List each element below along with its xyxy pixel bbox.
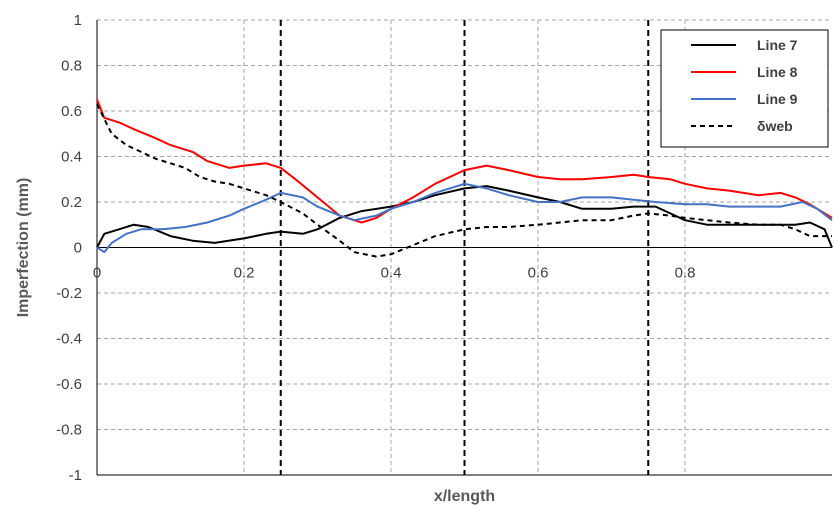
y-tick-label: 0.8 (61, 58, 82, 75)
y-axis-title: Imperfection (mm) (15, 178, 32, 318)
legend-label: Line 8 (757, 64, 798, 80)
y-tick-label: -0.4 (56, 331, 82, 348)
y-tick-label: 1 (74, 12, 82, 29)
series-line-2 (96, 99, 833, 224)
legend-box (660, 29, 829, 148)
y-tick-label: -0.8 (56, 422, 82, 439)
x-tick-label: 0.8 (675, 265, 696, 282)
legend-label: Line 7 (757, 37, 798, 53)
series-line-3 (96, 182, 833, 254)
y-tick-label: 0 (74, 240, 82, 257)
y-tick-label: -0.2 (56, 285, 82, 302)
x-axis-title: x/length (434, 488, 495, 505)
x-tick-label: 0.6 (528, 265, 549, 282)
x-tick-label: 0 (93, 265, 101, 282)
series-line-1 (96, 185, 833, 248)
legend-label: δweb (757, 118, 793, 134)
x-tick-label: 0.4 (381, 265, 402, 282)
x-tick-label: 0.2 (234, 265, 255, 282)
series-line-4 (96, 103, 832, 258)
y-tick-label: -1 (69, 467, 82, 484)
tick-labels: 1 0.8 0.6 0.4 0.2 0 -0.2 -0.4 -0.6 -0.8 -1 0 0.2 0.4 0… (56, 12, 695, 484)
y-tick-label: 0.6 (61, 103, 82, 120)
series-layer (96, 99, 833, 258)
y-tick-label: 0.2 (61, 194, 82, 211)
y-tick-label: 0.4 (61, 149, 82, 166)
y-tick-label: -0.6 (56, 376, 82, 393)
reference-lines (279, 20, 650, 475)
legend: Line 7 Line 8 Line 9 δweb (660, 29, 829, 148)
legend-label: Line 9 (757, 91, 798, 107)
